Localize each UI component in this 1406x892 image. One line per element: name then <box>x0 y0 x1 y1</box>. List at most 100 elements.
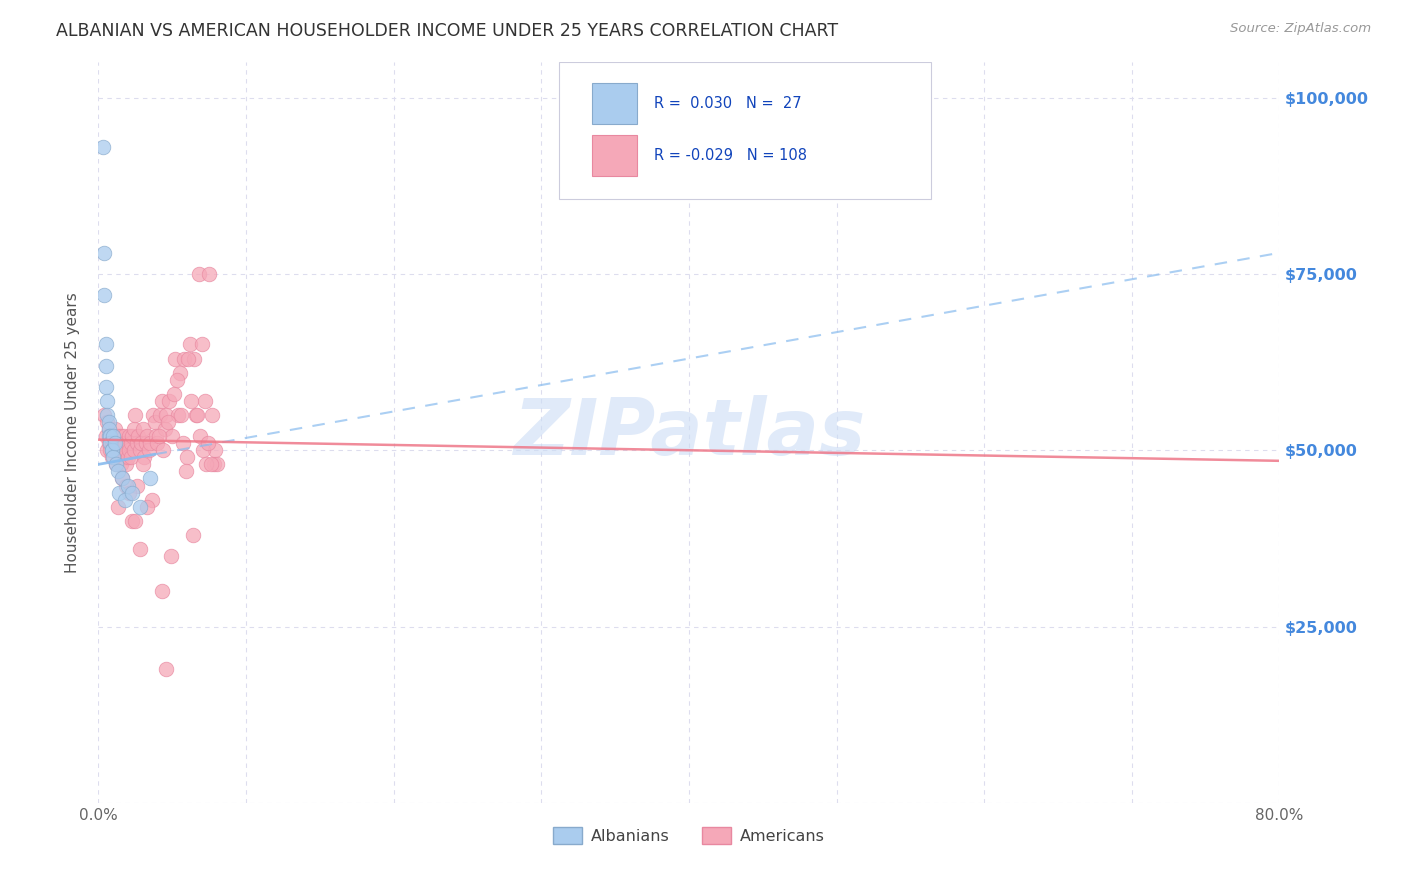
Point <box>111 450 134 465</box>
Point <box>181 528 204 542</box>
Point <box>110 458 132 472</box>
Point <box>150 393 173 408</box>
Point <box>155 408 177 422</box>
Point <box>127 429 149 443</box>
Point <box>152 443 174 458</box>
Point <box>97 436 120 450</box>
Point <box>96 393 118 408</box>
Point <box>103 429 125 443</box>
Point <box>98 429 121 443</box>
Point <box>110 429 132 443</box>
Point <box>176 450 198 465</box>
Point <box>98 429 121 443</box>
Point <box>128 500 150 514</box>
Point <box>132 458 155 472</box>
Point <box>136 429 159 443</box>
Point <box>100 436 122 450</box>
Point <box>153 422 176 436</box>
Point <box>122 422 145 436</box>
Point <box>108 485 131 500</box>
Point <box>125 436 148 450</box>
Point <box>128 541 150 556</box>
Point <box>96 415 118 429</box>
Point <box>114 492 136 507</box>
Point <box>91 140 114 154</box>
Point <box>121 514 143 528</box>
Point <box>142 408 165 422</box>
Point <box>193 443 215 458</box>
Point <box>120 450 142 465</box>
Point <box>117 478 139 492</box>
Point <box>100 443 122 458</box>
Y-axis label: Householder Income Under 25 years: Householder Income Under 25 years <box>65 293 80 573</box>
Point <box>191 337 214 351</box>
Point <box>122 443 145 458</box>
Point <box>128 443 150 458</box>
Point <box>143 415 166 429</box>
Text: R = -0.029   N = 108: R = -0.029 N = 108 <box>654 148 807 163</box>
Point <box>174 464 197 478</box>
Point <box>167 408 190 422</box>
Point <box>124 514 146 528</box>
Point <box>163 387 186 401</box>
Point <box>107 443 129 458</box>
Point <box>112 443 135 458</box>
Point <box>194 393 217 408</box>
Point <box>94 380 117 394</box>
Point <box>145 429 167 443</box>
Point <box>138 443 160 458</box>
Point <box>114 436 136 450</box>
Legend: Albanians, Americans: Albanians, Americans <box>547 820 831 850</box>
Point <box>200 458 222 472</box>
Point <box>204 443 226 458</box>
Point <box>146 436 169 450</box>
Point <box>111 436 134 450</box>
Point <box>104 422 127 436</box>
Point <box>111 471 134 485</box>
Point <box>132 422 155 436</box>
Point <box>139 436 162 450</box>
Point <box>184 408 207 422</box>
Text: ALBANIAN VS AMERICAN HOUSEHOLDER INCOME UNDER 25 YEARS CORRELATION CHART: ALBANIAN VS AMERICAN HOUSEHOLDER INCOME … <box>56 22 838 40</box>
Point <box>111 471 134 485</box>
Point <box>187 267 209 281</box>
Text: Source: ZipAtlas.com: Source: ZipAtlas.com <box>1230 22 1371 36</box>
Point <box>118 443 141 458</box>
Point <box>124 408 146 422</box>
Point <box>139 471 162 485</box>
Point <box>107 464 129 478</box>
Point <box>129 436 152 450</box>
Point <box>135 436 157 450</box>
Point <box>114 450 136 465</box>
Point <box>202 458 225 472</box>
Point <box>96 408 118 422</box>
Point <box>93 288 115 302</box>
Point <box>148 429 170 443</box>
Point <box>205 458 228 472</box>
Point <box>115 443 138 458</box>
Point <box>125 478 148 492</box>
Point <box>121 429 143 443</box>
Point <box>165 351 187 366</box>
Point <box>156 415 179 429</box>
Point <box>118 485 141 500</box>
Point <box>110 443 132 458</box>
Point <box>104 436 127 450</box>
Point <box>195 458 218 472</box>
Point <box>107 429 129 443</box>
Point <box>180 393 202 408</box>
Point <box>198 267 221 281</box>
Point <box>159 549 181 563</box>
Point <box>97 415 120 429</box>
Point <box>117 450 139 465</box>
Point <box>120 436 142 450</box>
Point <box>121 485 143 500</box>
Point <box>98 443 121 458</box>
Point <box>103 429 125 443</box>
Point <box>172 436 194 450</box>
Point <box>105 443 128 458</box>
Point <box>173 351 195 366</box>
Point <box>155 662 177 676</box>
Point <box>201 408 224 422</box>
Point <box>162 429 183 443</box>
